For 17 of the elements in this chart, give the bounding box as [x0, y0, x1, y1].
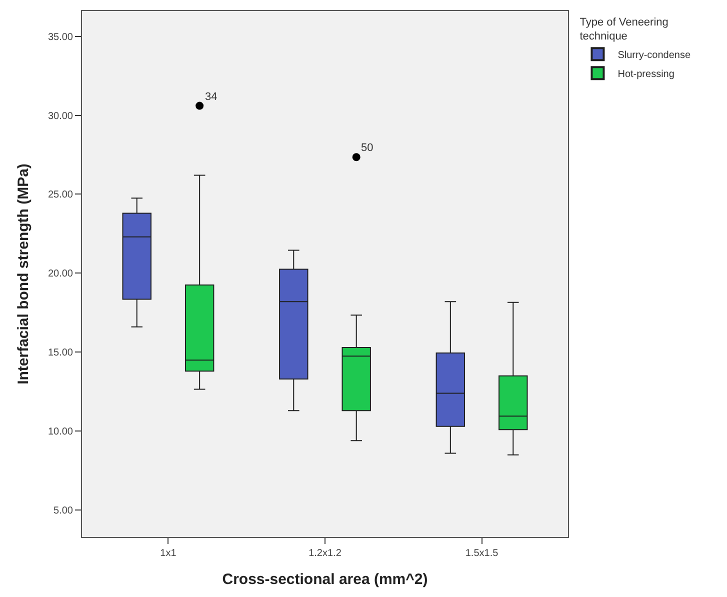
y-tick-label: 15.00: [48, 348, 74, 359]
x-axis-title: Cross-sectional area (mm^2): [222, 571, 428, 588]
y-tick-label: 30.00: [48, 110, 74, 122]
y-tick-label: 35.00: [48, 32, 74, 43]
x-tick-label: 1.5x1.5: [465, 548, 499, 559]
legend-label: Slurry-condense: [618, 50, 691, 61]
y-tick-label: 25.00: [48, 190, 74, 201]
x-tick-label: 1x1: [160, 548, 177, 559]
annotation: 50: [361, 142, 374, 154]
legend-label: Hot-pressing: [618, 69, 674, 80]
annotation: 34: [205, 91, 218, 103]
y-tick-label: 5.00: [54, 506, 74, 517]
y-tick-label: 10.00: [48, 426, 74, 438]
legend-title: Type of Veneering technique: [580, 16, 668, 43]
y-axis-title: Interfacial bond strength (MPa): [15, 164, 32, 384]
x-tick-label: 1.2x1.2: [308, 548, 342, 559]
y-tick-label: 20.00: [48, 268, 74, 280]
